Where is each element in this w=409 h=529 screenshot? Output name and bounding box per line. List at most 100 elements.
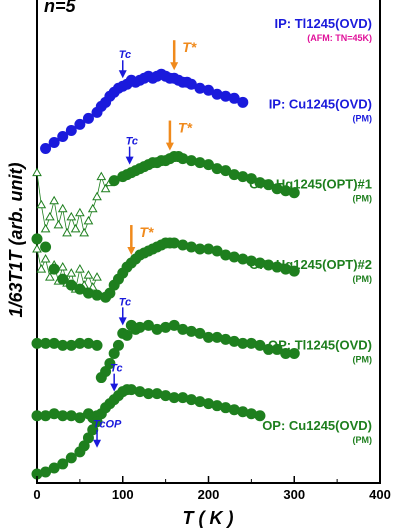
series-note: (PM) xyxy=(353,435,373,445)
x-tick-label: 0 xyxy=(33,487,40,502)
marker-arrow-head xyxy=(170,62,179,71)
data-point xyxy=(57,339,69,351)
open-triangle-point xyxy=(70,223,81,233)
data-point xyxy=(177,239,189,251)
open-triangle-point xyxy=(32,167,42,177)
open-triangle-point xyxy=(92,272,102,281)
marker-arrow-head xyxy=(165,142,174,151)
data-point xyxy=(65,410,77,422)
open-triangle-point xyxy=(45,272,55,281)
tc-label: Tc xyxy=(110,363,122,375)
y-axis-title: 1/63T1T (arb. unit) xyxy=(6,162,26,317)
data-point xyxy=(237,253,249,265)
data-point xyxy=(203,243,214,255)
data-point xyxy=(65,124,77,136)
x-axis-title: T ( K ) xyxy=(183,508,234,528)
x-tick-label: 300 xyxy=(283,487,305,502)
open-triangle-point xyxy=(57,203,68,213)
data-point xyxy=(48,136,60,148)
data-point xyxy=(168,237,180,249)
data-point xyxy=(31,337,43,349)
data-point xyxy=(142,388,154,400)
open-triangle-point xyxy=(83,270,94,279)
data-point xyxy=(112,339,124,351)
series-label: IP: Cu1245(OVD) xyxy=(269,96,372,111)
open-triangle-point xyxy=(92,191,102,201)
data-point xyxy=(271,183,283,195)
data-point xyxy=(254,177,266,189)
data-point xyxy=(168,392,180,404)
open-triangle-point xyxy=(57,262,68,271)
data-point xyxy=(263,259,275,271)
data-point xyxy=(121,329,133,341)
data-point xyxy=(134,386,146,398)
data-point xyxy=(108,175,120,187)
marker-arrow-head xyxy=(118,317,127,326)
data-point xyxy=(151,388,163,400)
data-point xyxy=(254,410,266,422)
data-point xyxy=(65,339,77,351)
series-note: (AFM: TN=45K) xyxy=(307,33,372,43)
data-point xyxy=(194,327,206,339)
series-note: (PM) xyxy=(353,274,373,284)
marker-arrow-head xyxy=(125,156,134,165)
open-triangle-point xyxy=(32,243,42,253)
data-point xyxy=(185,155,197,167)
data-point xyxy=(288,265,300,277)
data-point xyxy=(40,410,52,422)
data-point xyxy=(263,343,275,355)
tc-label: Tc xyxy=(119,296,131,308)
data-point xyxy=(160,321,172,333)
data-point xyxy=(194,157,206,169)
series-label: IP: Tl1245(OVD) xyxy=(274,16,372,31)
data-point xyxy=(134,321,146,333)
open-triangle-point xyxy=(49,195,60,205)
data-point xyxy=(74,118,86,130)
data-point xyxy=(271,261,283,273)
data-point xyxy=(31,468,43,480)
data-point xyxy=(91,416,103,428)
data-point xyxy=(237,171,249,183)
data-point xyxy=(280,347,292,359)
data-point xyxy=(228,335,240,347)
series-label: OP: Hg1245(OPT)#2 xyxy=(249,257,372,272)
open-triangle-point xyxy=(40,254,51,263)
data-point xyxy=(31,233,43,245)
x-tick-label: 400 xyxy=(369,487,391,502)
data-point xyxy=(220,90,232,102)
open-triangle-point xyxy=(75,264,85,273)
data-point xyxy=(203,331,214,343)
open-triangle-point xyxy=(87,203,98,213)
data-point xyxy=(82,432,94,444)
series-label: OP: Tl1245(OVD) xyxy=(268,337,372,352)
data-point xyxy=(74,337,86,349)
tstar-label: T* xyxy=(178,120,193,136)
x-tick-label: 200 xyxy=(198,487,220,502)
data-point xyxy=(57,410,69,422)
open-triangle-point xyxy=(100,183,111,193)
marker-layer: T*T*T*T*TcTcTcTcTcTcOP xyxy=(93,39,197,448)
data-point xyxy=(203,84,214,96)
open-triangle-point xyxy=(45,211,55,221)
data-point xyxy=(245,255,257,267)
data-point xyxy=(142,319,154,331)
data-point xyxy=(125,384,137,396)
data-point xyxy=(211,88,223,100)
open-triangle-point xyxy=(79,227,90,237)
series-layer xyxy=(31,68,300,480)
data-point xyxy=(185,325,197,337)
tc-label: TcOP xyxy=(93,419,122,431)
data-point xyxy=(263,179,275,191)
data-point xyxy=(40,241,52,253)
data-point xyxy=(177,392,189,404)
data-point xyxy=(48,263,60,275)
open-triangle-point xyxy=(96,171,107,181)
data-point xyxy=(203,398,214,410)
data-point xyxy=(57,130,69,142)
data-point xyxy=(177,323,189,335)
data-point xyxy=(245,173,257,185)
series-note: (PM) xyxy=(353,113,373,123)
data-point xyxy=(228,92,240,104)
data-point xyxy=(271,343,283,355)
